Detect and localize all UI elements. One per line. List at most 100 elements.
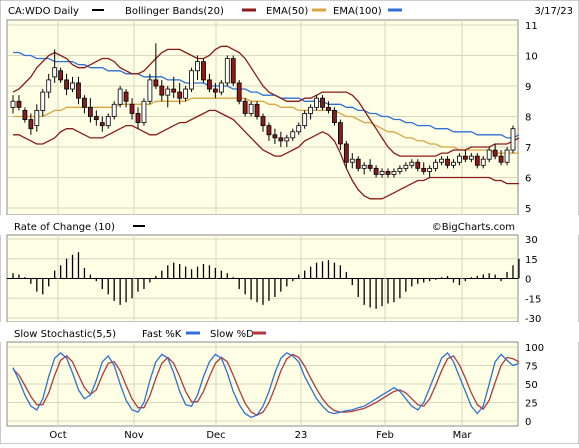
candle-body [82,97,87,108]
candle-body [326,106,331,111]
candle-body [141,100,147,124]
x-axis-label: Feb [376,430,394,441]
candle-body [242,100,248,114]
candle-body [99,122,105,127]
candle-body [70,82,75,90]
x-axis-label: Dec [206,430,225,441]
watermark: ©BigCharts.com [432,222,515,233]
roc-y-tick-label: 0 [525,275,531,286]
candle-body [64,79,69,90]
price-y-tick-label: 10 [525,52,538,63]
price-overlays [12,45,520,200]
price-y-tick-label: 11 [525,21,538,32]
candle-body [457,155,462,163]
candle-body [349,158,355,163]
candle-body [510,128,516,151]
candle-body [28,119,34,130]
x-axis-labels: Oct Nov Dec 23 Feb Mar [49,430,472,441]
candle-body [391,170,397,175]
candle-body [189,70,194,90]
candle-body [373,167,379,175]
candle-body [343,143,349,163]
candle-body [177,91,183,99]
slow-d-line [12,353,520,416]
candle-body [445,158,450,166]
candle-body [10,100,16,108]
candle-body [486,149,492,160]
candle-body [212,88,218,93]
candle-body [355,158,361,169]
candle-body [439,158,444,163]
candle-body [272,134,278,139]
candle-body [129,103,135,114]
stoch-y-tick-label: 0 [525,417,531,428]
roc-bars [12,252,520,309]
candle-body [296,125,302,133]
candle-body [415,161,421,169]
candle-body [207,79,212,90]
candle-body [248,103,254,114]
stoch-y-tick-label: 50 [525,380,538,391]
stoch-y-ticks: 100 75 50 25 0 [525,343,544,428]
candle-body [337,122,343,145]
roc-title: Rate of Change (10) [14,222,115,233]
roc-y-tick-label: 30 [525,235,538,246]
candle-body [201,61,206,81]
candle-body [34,110,40,127]
candle-body [76,82,81,99]
candle-body [87,106,93,117]
candle-body [385,170,391,175]
candle-body [284,137,290,142]
candle-body [224,58,230,84]
price-y-tick-label: 9 [525,82,531,93]
candle-body [123,91,129,102]
bollinger-lower-line [13,109,519,200]
candle-body [403,164,409,169]
candle-body [153,79,159,87]
stoch-header-band [0,322,579,342]
price-y-tick-label: 7 [525,143,531,154]
price-y-tick-label: 6 [525,174,531,185]
stoch-y-tick-label: 75 [525,362,538,373]
candle-body [117,88,123,105]
candle-body [266,125,272,136]
ema50-line [13,97,519,154]
candle-body [492,149,498,157]
candle-body [236,82,242,102]
roc-y-tick-label: -30 [525,314,541,325]
candle-body [498,155,504,163]
candle-body [278,137,284,142]
candle-body [147,79,153,102]
candle-body [462,155,468,160]
candle-body [367,164,373,169]
candle-body [135,113,141,123]
candle-body [409,161,415,166]
price-y-tick-label: 5 [525,204,531,215]
candle-body [379,170,385,175]
candle-body [361,164,367,169]
candle-body [260,116,266,127]
candle-body [504,149,510,163]
date-label: 3/17/23 [534,6,573,17]
candle-body [111,103,117,117]
price-y-ticks: 11 10 9 8 7 6 5 [525,21,538,215]
candle-body [421,167,427,172]
stoch-y-tick-label: 100 [525,343,544,354]
bollinger-upper-line [12,45,520,157]
stoch-y-tick-label: 25 [525,399,538,410]
candle-body [254,103,260,117]
x-axis-label: Oct [49,430,66,441]
candle-body [218,82,224,93]
candle-body [320,97,325,108]
stoch-title: Slow Stochastic(5,5) [14,329,116,340]
x-axis-label: Mar [453,430,473,441]
candle-body [16,100,22,108]
stoch-fast-label: Fast %K [142,329,182,340]
candle-body [308,106,314,114]
legend-bb-label: Bollinger Bands(20) [125,6,224,17]
candle-body [474,155,480,166]
candle-body [93,116,99,120]
ema100-line [13,51,520,139]
candle-body [165,88,171,96]
